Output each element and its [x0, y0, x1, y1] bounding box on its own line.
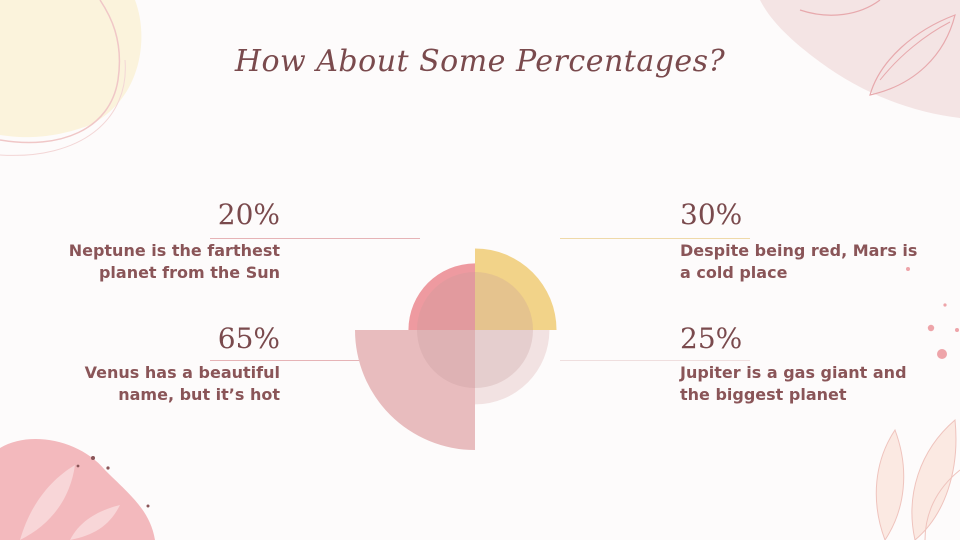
inner-circle [417, 272, 533, 388]
polar-area-chart [355, 248, 557, 450]
slice-venus [355, 330, 475, 450]
dot [943, 303, 947, 307]
leaf-top-right [869, 14, 956, 96]
leaf-bottom-left-2 [70, 505, 120, 540]
blob-top-left [0, 0, 142, 138]
connector-line-mars [560, 238, 750, 239]
leaf-top-right-stem [879, 21, 951, 81]
leaf-bottom-right-2 [911, 418, 957, 540]
page-title: How About Some Percentages? [234, 44, 726, 79]
leaf-bottom-left [20, 465, 75, 540]
dot [76, 464, 80, 468]
leaf-top-right-2 [799, 0, 881, 16]
mars-description: Despite being red, Mars is a cold place [680, 241, 918, 282]
neptune-description: Neptune is the farthest planet from the … [68, 241, 280, 282]
leaf-bottom-right [875, 428, 905, 540]
dot [146, 504, 150, 508]
jupiter-percent: 25% [680, 322, 743, 355]
venus-percent: 65% [217, 322, 280, 355]
connector-line-neptune [210, 238, 420, 239]
slice-mars [475, 248, 557, 330]
dot [906, 267, 910, 271]
jupiter-description: Jupiter is a gas giant and the biggest p… [680, 363, 907, 404]
neptune-percent: 20% [217, 198, 280, 231]
slice-jupiter [475, 330, 550, 405]
line-top-left [0, 0, 121, 144]
dot [955, 328, 959, 332]
dot [937, 349, 947, 359]
dot [106, 466, 110, 470]
connector-line-jupiter [560, 360, 750, 361]
connector-line-venus [210, 360, 360, 361]
blob-top-right [760, 0, 960, 118]
mars-percent: 30% [680, 198, 743, 231]
venus-description: Venus has a beautiful name, but it’s hot [84, 363, 280, 404]
dot [927, 324, 935, 332]
dot [91, 456, 95, 460]
blob-bottom-left [0, 439, 155, 540]
line-top-left-2 [0, 59, 126, 156]
slice-neptune [408, 263, 475, 330]
leaf-bottom-right-3 [924, 469, 960, 540]
